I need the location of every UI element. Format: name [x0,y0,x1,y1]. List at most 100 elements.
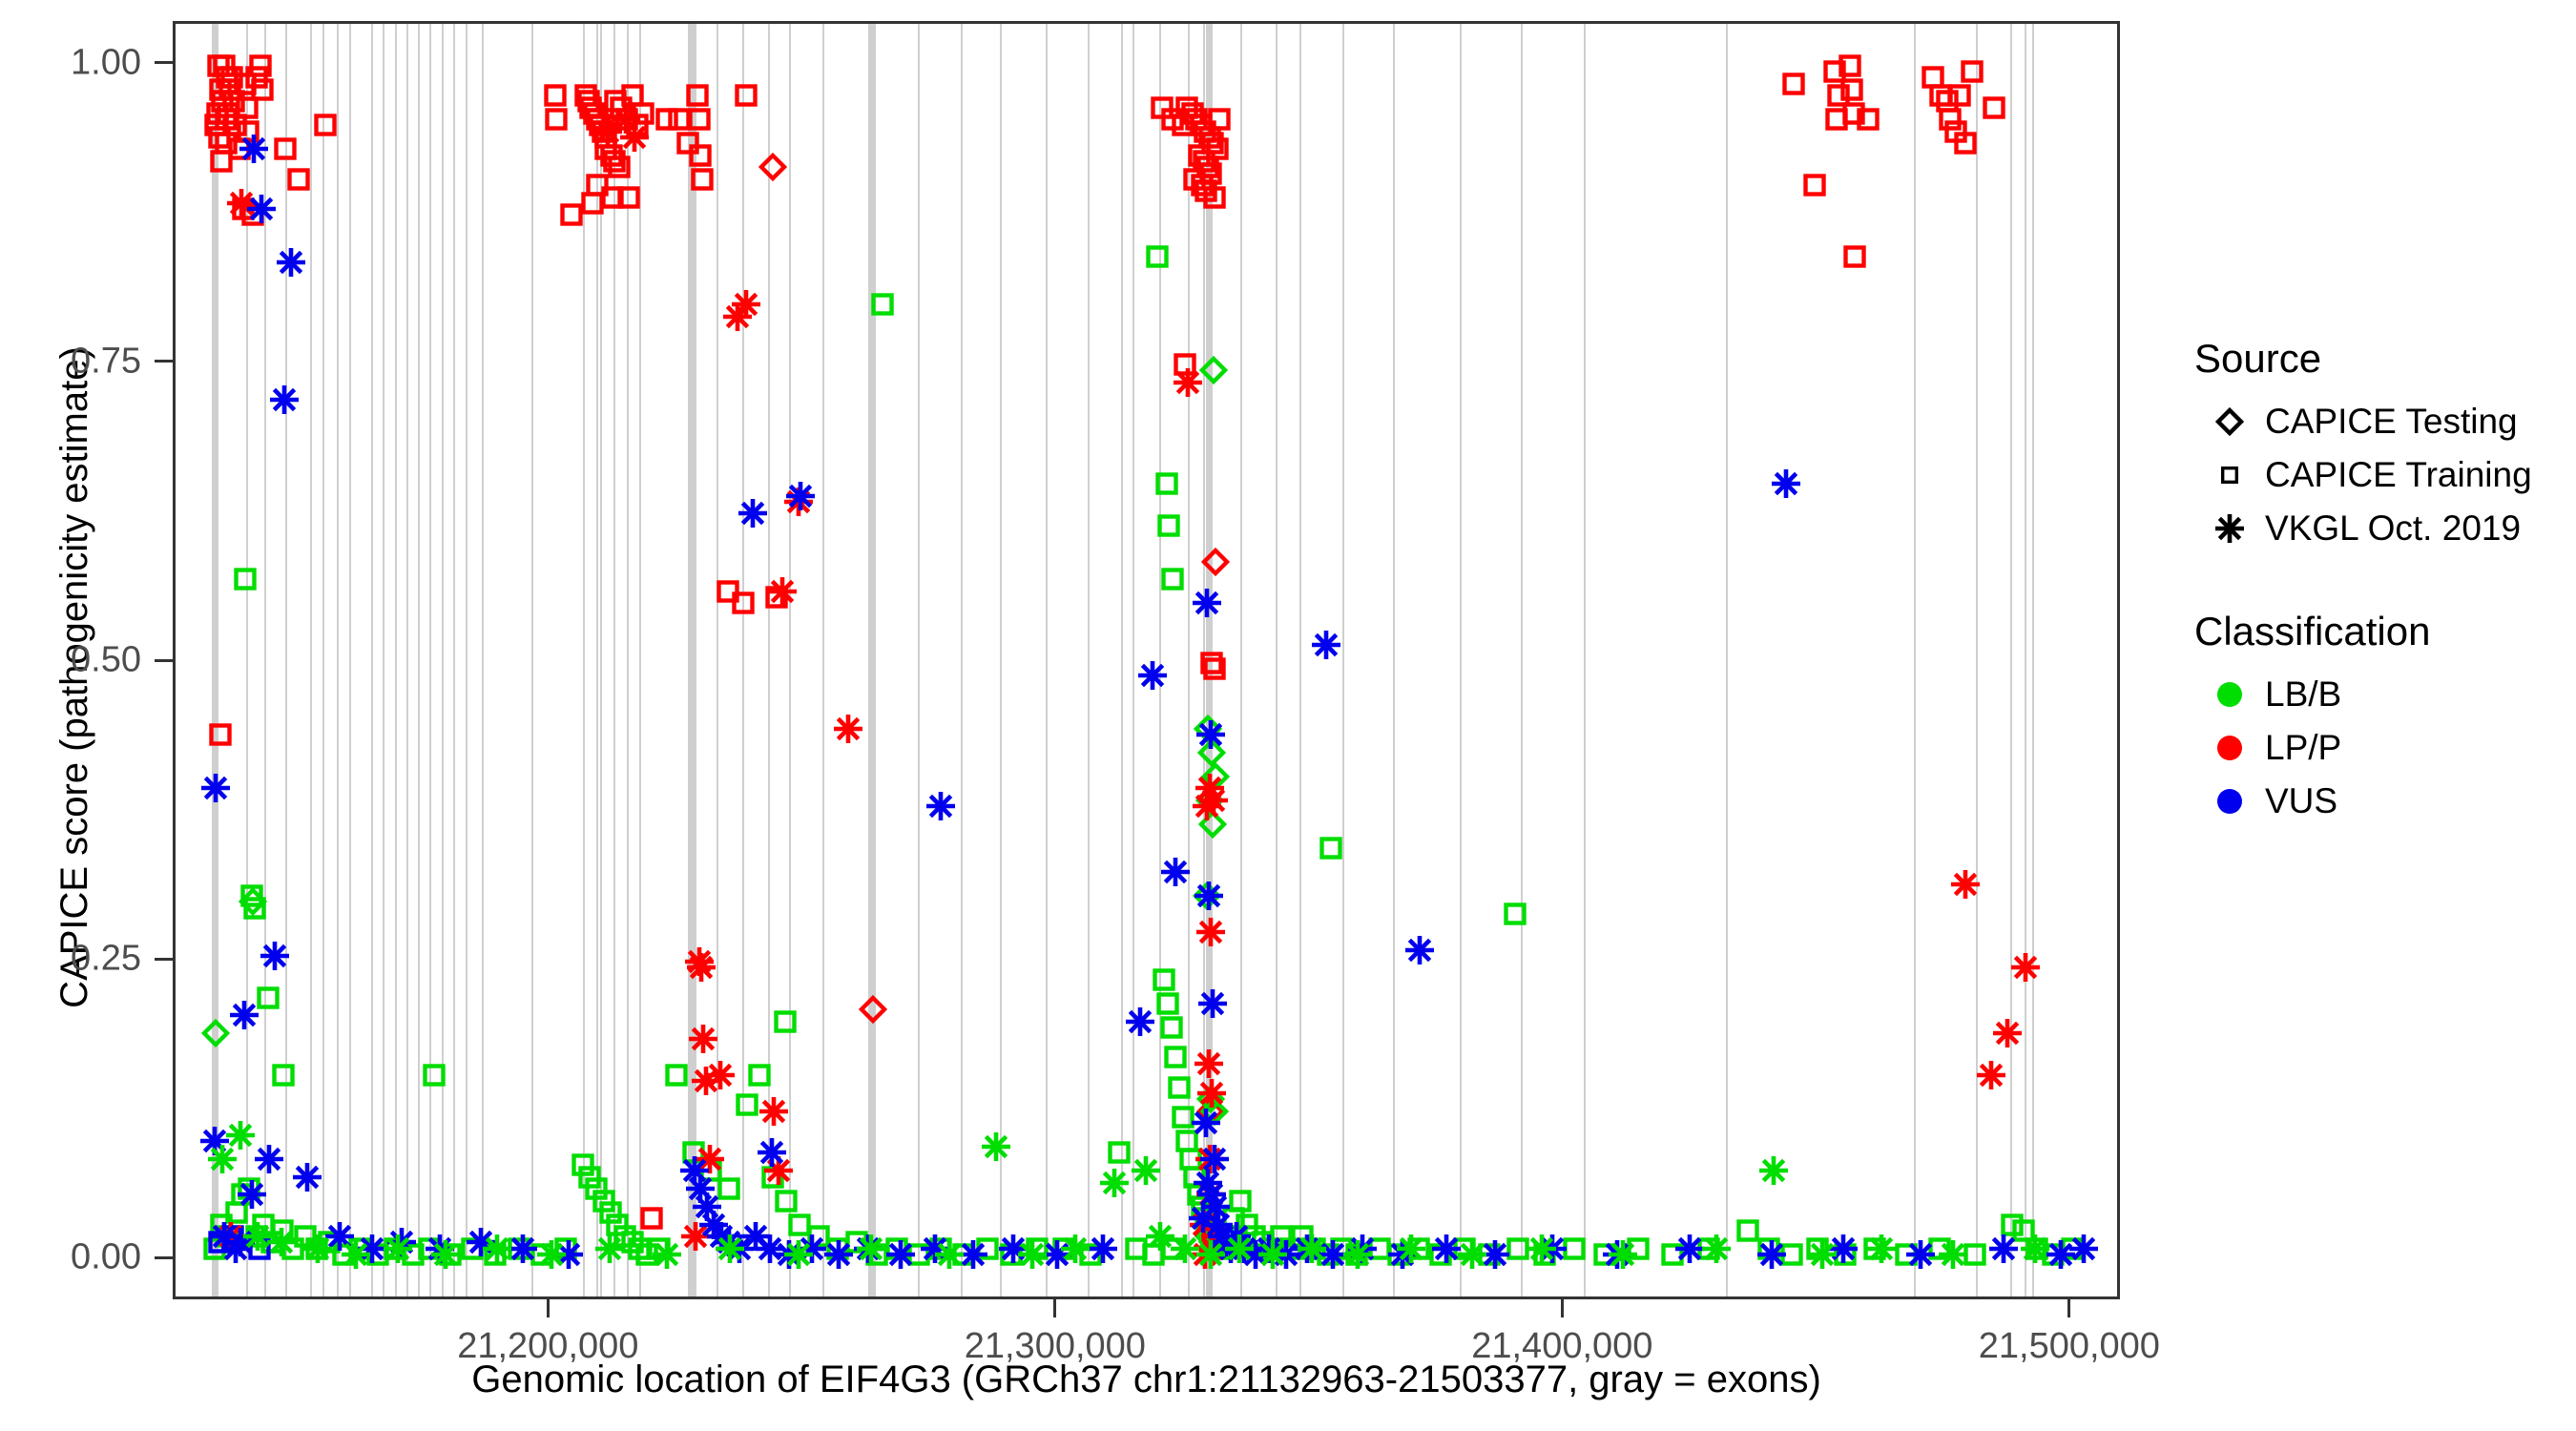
data-point [1319,836,1343,861]
data-point [1087,1233,1119,1265]
data-point [1194,1206,1218,1231]
data-point [855,1233,887,1265]
data-point [714,1233,746,1265]
data-point [239,883,264,908]
data-point [1171,1105,1195,1130]
data-point [1947,83,1972,108]
data-point [206,53,231,78]
data-point [1317,1238,1349,1271]
legend-item-source[interactable]: CAPICE Testing [2194,395,2576,448]
data-point [1202,185,1227,210]
data-point [238,133,270,165]
legend-item-classification[interactable]: LP/P [2194,721,2576,775]
data-point [1200,547,1230,576]
exon-line [418,24,421,1296]
data-point [754,1233,786,1265]
data-point [704,1059,737,1091]
legend-source-title: Source [2194,336,2322,381]
x-axis-tick [546,1299,550,1317]
data-point [1202,1209,1235,1241]
data-point [664,1063,689,1088]
exon-line [1583,24,1586,1296]
data-point [1196,1233,1229,1265]
data-point [212,53,237,78]
data-point [1196,1084,1226,1114]
data-point [723,1233,756,1265]
data-point [1779,1242,1804,1267]
data-point [1199,1220,1232,1253]
data-point [259,940,291,972]
data-point [286,167,311,192]
data-point [2011,1218,2036,1243]
data-point [1536,1233,1568,1265]
data-point [675,131,700,156]
data-point [1078,1242,1103,1267]
data-point [690,167,715,192]
y-axis-tick-label: 1.00 [71,42,141,83]
data-point [734,83,758,108]
data-point [1386,1238,1419,1271]
data-point [365,1242,390,1267]
data-point [884,1236,909,1261]
data-point [1202,1224,1227,1249]
exon-line [583,24,586,1296]
data-point [591,119,615,144]
data-point [1167,1075,1192,1100]
data-point [1506,1236,1530,1261]
data-point [598,1200,623,1225]
data-point [1532,1242,1557,1267]
data-point [273,136,298,161]
data-point [1290,1224,1315,1249]
data-point [214,107,239,132]
y-axis-tick [155,658,173,662]
circle-icon [2194,736,2265,760]
legend-item-classification[interactable]: VUS [2194,775,2576,828]
data-point [1199,1096,1230,1126]
data-point [1937,1238,1969,1271]
data-point [1626,1236,1651,1261]
data-point [1938,107,1963,132]
data-point [1477,1242,1502,1267]
data-point [251,1213,276,1237]
data-point [688,143,713,168]
data-point [1781,72,1806,96]
data-point [2041,1242,2066,1267]
data-point [600,185,625,210]
data-point [1296,1233,1328,1265]
legend-item-source[interactable]: VKGL Oct. 2019 [2194,502,2576,555]
data-point [1592,1242,1617,1267]
data-point [1452,1236,1477,1261]
x-axis-tick-label: 21,400,000 [1471,1326,1653,1366]
legend-item-source[interactable]: CAPICE Training [2194,448,2576,502]
data-point [1189,113,1214,137]
data-point [247,1236,272,1261]
data-point [1195,785,1224,816]
data-point [1215,1233,1247,1265]
data-point [424,1233,456,1265]
data-point [382,1233,414,1265]
exon-line [1158,24,1161,1296]
data-point [1154,471,1179,496]
data-point [870,292,895,317]
exon-line [1187,24,1190,1296]
data-point [244,65,269,90]
legend-item-classification[interactable]: LB/B [2194,668,2576,721]
data-point [1189,1238,1221,1271]
data-point [584,1176,609,1201]
data-point [1171,113,1195,137]
data-point [1822,59,1847,84]
exon-line [1460,24,1463,1296]
exon-line [822,24,825,1296]
data-point [667,107,692,132]
exon-line [309,24,312,1296]
data-point [1673,1233,1706,1265]
data-point [1842,244,1867,269]
data-point [1124,1236,1149,1261]
data-point [620,83,645,108]
data-point [1220,1220,1253,1253]
data-point [1199,1191,1232,1223]
data-point [717,1176,741,1201]
data-point [713,1226,745,1258]
exon-line [1120,24,1123,1296]
data-point [1198,1143,1231,1175]
